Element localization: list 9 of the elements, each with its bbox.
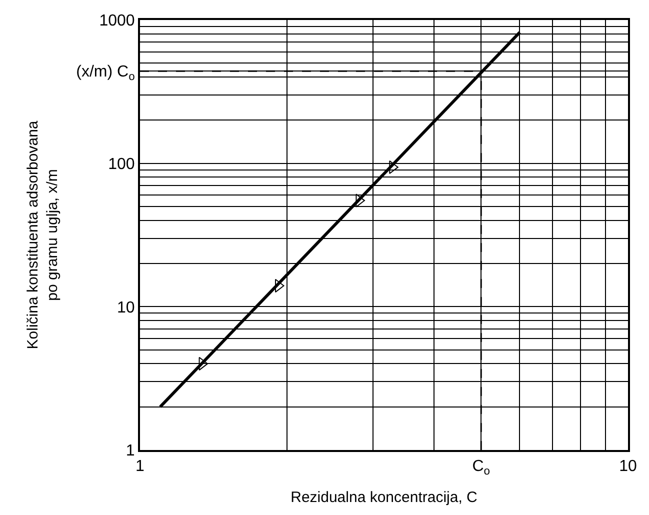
x-axis-title: Rezidualna koncentracija, C <box>290 489 478 506</box>
y-tick-label: 1 <box>126 442 135 460</box>
y-tick-label: (x/m) C$_{o}$ <box>76 64 135 84</box>
x-tick-label: 10 <box>619 458 637 476</box>
y-tick-label: 1000 <box>99 12 135 30</box>
x-tick-label: C$_{o}$ <box>472 458 490 478</box>
y-tick-label: 10 <box>117 299 135 316</box>
y-tick-label: 100 <box>108 156 135 173</box>
y-axis-title: Količina konstituenta adsorbovana po gramu uglja, x/m <box>24 120 61 350</box>
